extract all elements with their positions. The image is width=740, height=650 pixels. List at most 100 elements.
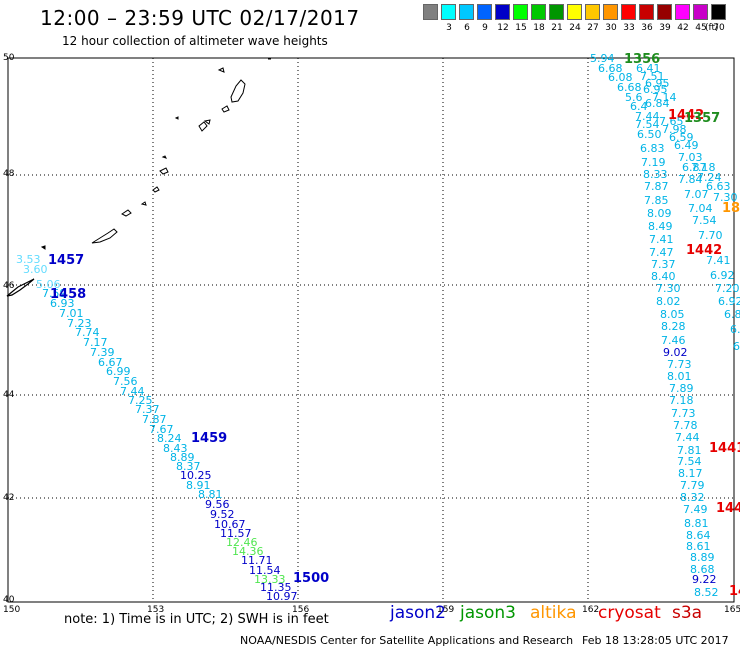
wave-height-value: 7.41 xyxy=(706,254,731,267)
legend-swatch xyxy=(495,4,510,20)
longitude-label: 165 xyxy=(724,605,740,615)
pass-time-label: 1457 xyxy=(48,253,84,268)
wave-height-value: 8.64 xyxy=(686,529,711,542)
wave-height-value: 7.19 xyxy=(641,156,666,169)
kuril-island xyxy=(121,209,132,217)
wave-height-value: 6.83 xyxy=(640,142,665,155)
kuril-island xyxy=(40,245,46,250)
wave-height-value: 7.47 xyxy=(649,246,674,259)
kuril-island xyxy=(217,67,225,73)
kuril-island xyxy=(91,228,118,244)
wave-height-value: 7.20 xyxy=(715,282,740,295)
wave-height-value: 8.01 xyxy=(667,370,692,383)
wave-height-value: 7.39 xyxy=(90,346,115,359)
map-border xyxy=(7,57,735,603)
wave-height-value: 6.99 xyxy=(106,365,131,378)
legend-swatch xyxy=(585,4,600,20)
wave-height-value: 6.68 xyxy=(598,62,623,75)
legend-swatch-label: 27 xyxy=(587,23,599,33)
map-frame xyxy=(7,57,735,603)
wave-height-value: 7.07 xyxy=(684,188,709,201)
wave-height-value: 7.44 xyxy=(120,385,145,398)
kuril-island xyxy=(198,121,208,132)
satellite-legend-item: jason3 xyxy=(460,603,516,623)
pass-time-label: 1442 xyxy=(668,108,704,123)
wave-height-value: 5.6 xyxy=(625,91,643,104)
legend-swatch xyxy=(441,4,456,20)
legend-swatch-label: 24 xyxy=(569,23,581,33)
lat-lon-grid xyxy=(8,58,734,602)
wave-height-value: 5.94 xyxy=(590,52,615,65)
wave-height-value: 9.56 xyxy=(205,498,230,511)
footer-credit: NOAA/NESDIS Center for Satellite Applica… xyxy=(240,634,574,647)
wave-height-value: 11.57 xyxy=(220,527,252,540)
wave-height-value: 6.49 xyxy=(674,139,699,152)
wave-height-value: 12.46 xyxy=(226,536,258,549)
wave-height-value: 7.04 xyxy=(688,202,713,215)
wave-height-value: 7.17 xyxy=(83,336,108,349)
kuril-island xyxy=(140,201,147,206)
wave-height-value: 6.63 xyxy=(706,180,731,193)
legend-swatch xyxy=(423,4,438,20)
wave-height-value: 7.51 xyxy=(640,70,665,83)
wave-height-value: 7.54 xyxy=(677,455,702,468)
wave-height-value: 7.73 xyxy=(671,407,696,420)
wave-height-value: 7.14 xyxy=(652,91,677,104)
pass-time-label: 144 xyxy=(716,501,740,516)
legend-swatch-label: 39 xyxy=(659,23,671,33)
wave-height-value: 7.81 xyxy=(677,444,702,457)
wave-height-value: 6.95 xyxy=(643,83,668,96)
wave-height-value: 7.67 xyxy=(149,423,174,436)
legend-swatch xyxy=(531,4,546,20)
kuril-island xyxy=(221,105,230,113)
wave-height-value: 6.84 xyxy=(645,97,670,110)
legend-swatch xyxy=(693,4,708,20)
latitude-label: 42 xyxy=(3,493,14,503)
legend-swatch xyxy=(477,4,492,20)
wave-height-value: 7.44 xyxy=(675,431,700,444)
wave-height-value: 7.24 xyxy=(697,171,722,184)
wave-height-value: 8.91 xyxy=(186,479,211,492)
satellite-legend-item: jason2 xyxy=(390,603,446,623)
legend-swatch-label: 30 xyxy=(605,23,617,33)
legend-swatch xyxy=(657,4,672,20)
wave-height-value: 6.67 xyxy=(98,356,123,369)
legend-swatch-label: 3 xyxy=(446,23,452,33)
legend-swatch-label: 18 xyxy=(533,23,545,33)
wave-height-value: 8.81 xyxy=(198,488,223,501)
wave-height-value: 7.37 xyxy=(651,258,676,271)
wave-height-value: 8.40 xyxy=(651,270,676,283)
longitude-label: 162 xyxy=(582,605,599,615)
legend-swatch-label: 15 xyxy=(515,23,527,33)
wave-height-value: 9.02 xyxy=(663,346,688,359)
longitude-label: 159 xyxy=(437,605,454,615)
wave-height-value: 7.18 xyxy=(669,394,694,407)
footer-timestamp: Feb 18 13:28:05 UTC 2017 xyxy=(582,634,729,647)
wave-height-value: 7.41 xyxy=(649,233,674,246)
pass-time-label: 1459 xyxy=(191,431,227,446)
wave-height-value: 7.74 xyxy=(75,326,100,339)
wave-height-value: 7.37 xyxy=(135,403,160,416)
latitude-label: 50 xyxy=(3,53,15,63)
latitude-label: 40 xyxy=(3,595,15,605)
wave-height-value: 8.52 xyxy=(694,586,719,599)
legend-swatch xyxy=(621,4,636,20)
wave-height-value: 7.30 xyxy=(656,282,681,295)
wave-height-value: 11.54 xyxy=(249,564,281,577)
legend-swatch xyxy=(639,4,654,20)
wave-height-value: 7.49 xyxy=(683,503,708,516)
wave-height-value: 8.89 xyxy=(170,451,195,464)
wave-height-value: 7.84 xyxy=(678,173,703,186)
kuril-island xyxy=(174,116,179,120)
wave-height-value: 6.68 xyxy=(617,81,642,94)
wave-height-value: 6.41 xyxy=(636,62,661,75)
satellite-legend-item: cryosat xyxy=(598,603,661,623)
longitude-label: 153 xyxy=(147,605,164,615)
wave-height-value: 14.36 xyxy=(232,545,264,558)
wave-height-value: 8.68 xyxy=(690,563,715,576)
kuril-island xyxy=(152,186,160,193)
satellite-legend-item: altika xyxy=(530,603,577,623)
legend-swatch-label: 36 xyxy=(641,23,653,33)
wave-height-value: 13.33 xyxy=(254,573,286,586)
